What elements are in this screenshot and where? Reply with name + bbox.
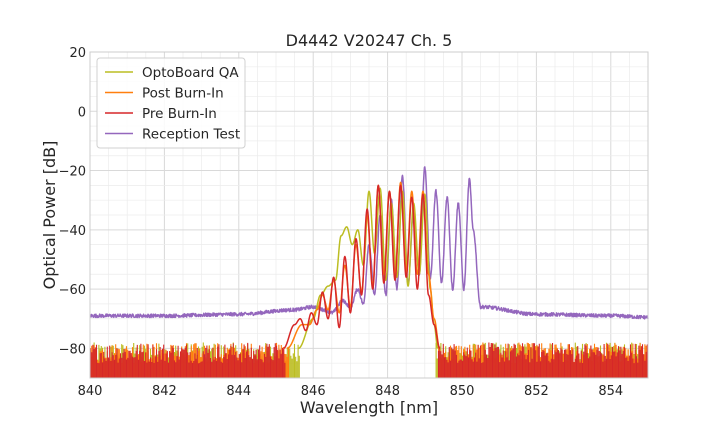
series-lines-layer: [89, 166, 649, 350]
x-tick-label: 840: [78, 384, 103, 399]
x-tick-label: 854: [598, 384, 623, 399]
y-tick-label: −20: [59, 165, 86, 180]
x-axis-label: Wavelength [nm]: [300, 398, 438, 417]
y-tick-label: −60: [59, 283, 86, 298]
y-tick-label: −80: [59, 342, 86, 357]
y-tick-label: −40: [59, 224, 86, 239]
x-tick-label: 844: [226, 384, 251, 399]
legend-label: OptoBoard QA: [142, 65, 239, 81]
legend: OptoBoard QA Post Burn-In Pre Burn-In Recep…: [96, 57, 246, 149]
legend-box: [96, 57, 246, 149]
y-tick-label: 0: [78, 105, 86, 120]
x-tick-label: 850: [450, 384, 475, 399]
y-axis-label: Optical Power [dB]: [40, 141, 59, 290]
x-tick-label: 848: [375, 384, 400, 399]
legend-label: Reception Test: [142, 127, 240, 143]
x-tick-labels: 840 842 844 846 848 850 852 854: [78, 384, 624, 399]
x-tick-label: 846: [301, 384, 326, 399]
legend-label: Post Burn-In: [142, 86, 224, 102]
series-line-pre-burn-in: [283, 184, 441, 350]
chart-title: D4442 V20247 Ch. 5: [286, 31, 453, 50]
y-tick-label: 20: [69, 46, 86, 61]
plot-frame: [89, 51, 649, 379]
x-tick-label: 852: [524, 384, 549, 399]
legend-label: Pre Burn-In: [142, 106, 217, 122]
y-tick-labels: 20 0 −20 −40 −60 −80: [59, 46, 86, 357]
x-tick-label: 842: [152, 384, 177, 399]
